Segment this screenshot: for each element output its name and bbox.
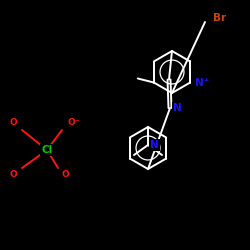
Text: N: N <box>150 140 159 150</box>
Text: O: O <box>61 170 69 179</box>
Text: Br: Br <box>213 13 226 23</box>
Text: O: O <box>9 118 17 127</box>
Text: Cl: Cl <box>42 145 52 155</box>
Text: O: O <box>9 170 17 179</box>
Text: N⁺: N⁺ <box>195 78 210 88</box>
Text: O⁻: O⁻ <box>67 118 80 127</box>
Text: N: N <box>173 103 182 113</box>
